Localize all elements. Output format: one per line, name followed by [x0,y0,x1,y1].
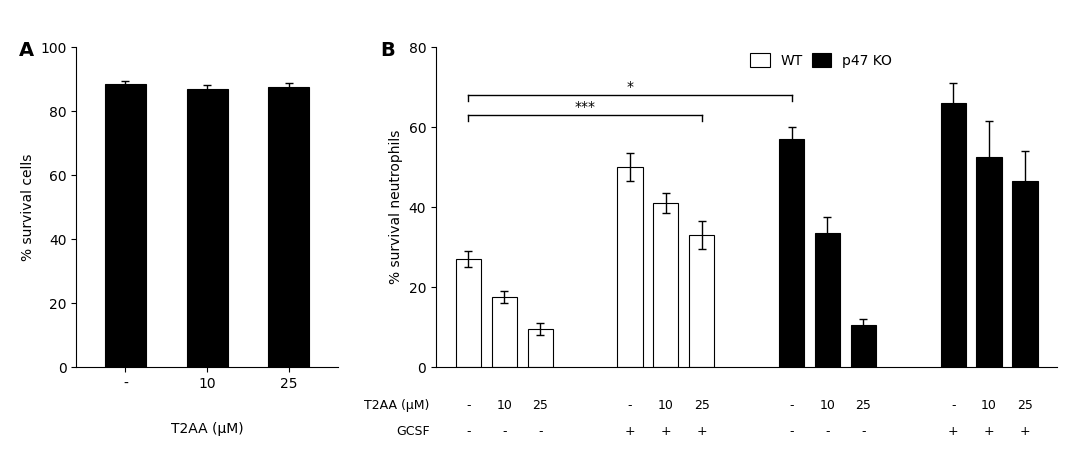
Bar [779,139,804,367]
Bar [528,329,553,367]
Bar [617,167,642,367]
Text: A: A [19,41,34,60]
Text: -: - [628,399,632,413]
Legend: WT, p47 KO: WT, p47 KO [744,48,897,73]
Text: GCSF: GCSF [396,425,429,438]
Bar [1013,181,1038,367]
Bar [105,84,146,367]
Text: 10: 10 [981,399,997,413]
Bar [689,235,714,367]
Text: -: - [502,425,507,438]
Text: B: B [380,41,395,60]
Bar [653,203,678,367]
Bar [941,103,966,367]
Text: *: * [627,80,633,94]
Text: -: - [861,425,865,438]
Text: -: - [789,425,794,438]
Text: -: - [467,425,471,438]
Bar [186,89,228,367]
Text: ***: *** [574,100,595,114]
Text: 25: 25 [856,399,871,413]
Text: 10: 10 [496,399,512,413]
Y-axis label: % survival neutrophils: % survival neutrophils [389,130,403,284]
Text: T2AA (μM): T2AA (μM) [171,422,243,436]
Text: -: - [467,399,471,413]
Text: 25: 25 [694,399,710,413]
Text: 25: 25 [532,399,548,413]
Text: -: - [789,399,794,413]
Text: +: + [661,425,671,438]
Text: +: + [984,425,994,438]
Bar [977,157,1002,367]
Text: -: - [537,425,543,438]
Text: -: - [950,399,956,413]
Bar [268,87,310,367]
Text: +: + [948,425,958,438]
Text: 10: 10 [658,399,674,413]
Bar [492,297,517,367]
Bar [456,259,481,367]
Bar [851,325,876,367]
Text: 10: 10 [820,399,835,413]
Text: T2AA (μM): T2AA (μM) [364,399,429,413]
Text: +: + [697,425,707,438]
Y-axis label: % survival cells: % survival cells [21,154,35,261]
Bar [815,233,840,367]
Text: +: + [625,425,635,438]
Text: +: + [1019,425,1030,438]
Text: 25: 25 [1017,399,1033,413]
Text: -: - [825,425,829,438]
